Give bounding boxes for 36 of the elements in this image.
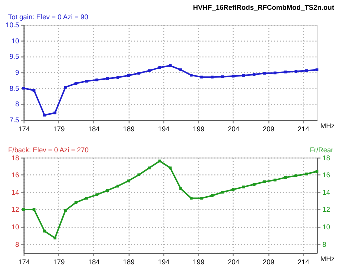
point — [74, 82, 78, 86]
point — [169, 166, 172, 170]
point — [32, 89, 36, 92]
line-series — [22, 64, 319, 117]
point — [116, 184, 120, 188]
point — [263, 180, 266, 184]
point — [232, 74, 235, 78]
point — [148, 166, 151, 170]
point — [316, 170, 319, 174]
point — [106, 77, 110, 80]
point — [305, 70, 308, 72]
point — [106, 189, 110, 192]
point — [127, 180, 130, 183]
point — [221, 76, 224, 78]
point — [54, 112, 57, 115]
point — [263, 72, 266, 75]
point — [64, 209, 68, 212]
point — [294, 174, 298, 178]
point — [221, 190, 224, 194]
point — [64, 86, 68, 89]
point — [158, 160, 162, 163]
point — [85, 80, 88, 83]
point — [116, 76, 120, 80]
point — [96, 78, 99, 82]
point — [85, 197, 88, 200]
point — [232, 188, 235, 192]
point — [200, 76, 204, 79]
point — [158, 66, 162, 70]
point — [211, 194, 214, 198]
point — [252, 183, 256, 186]
point — [96, 194, 99, 196]
point — [316, 68, 319, 72]
point — [211, 76, 214, 79]
point — [294, 70, 298, 73]
point — [43, 114, 46, 117]
point — [127, 74, 130, 78]
